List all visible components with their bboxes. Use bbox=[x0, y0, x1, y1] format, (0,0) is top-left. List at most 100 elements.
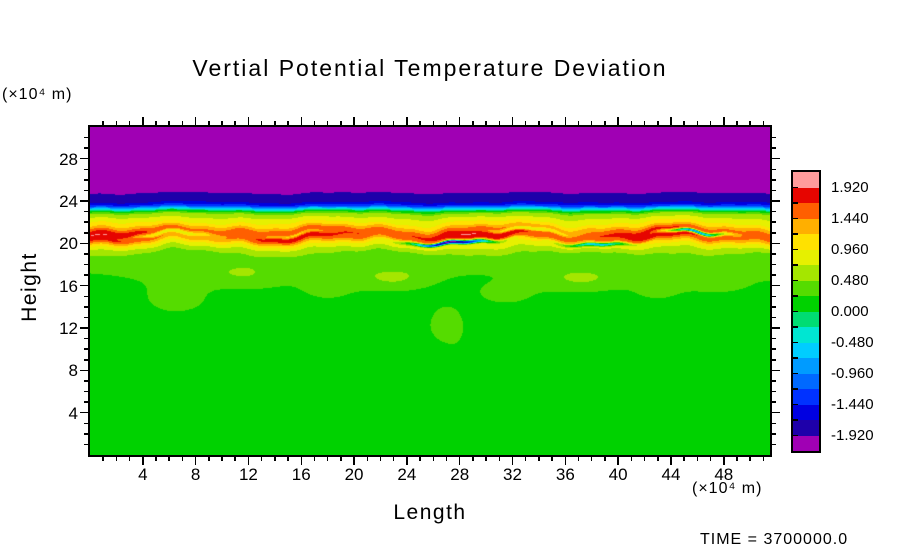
colorbar-tick bbox=[793, 279, 798, 282]
x-axis-tick bbox=[115, 457, 118, 461]
x-axis-tick bbox=[564, 117, 567, 125]
y-axis-unit-label: (×10⁴ m) bbox=[2, 86, 73, 103]
x-axis-tick bbox=[313, 457, 316, 461]
x-axis-tick bbox=[221, 457, 223, 461]
colorbar-segment bbox=[793, 404, 819, 420]
colorbar-segment bbox=[793, 218, 819, 234]
y-axis-tick bbox=[772, 157, 780, 160]
plot-frame bbox=[88, 125, 772, 457]
x-axis-tick bbox=[524, 457, 527, 461]
y-axis-tick bbox=[772, 136, 776, 139]
y-tick-label: 24 bbox=[59, 192, 78, 212]
y-axis-tick bbox=[772, 263, 776, 266]
y-axis-tick bbox=[772, 337, 776, 340]
colorbar-tick bbox=[793, 217, 798, 220]
colorbar-tick bbox=[793, 310, 798, 313]
colorbar: 1.920 1.440 0.960 0.480 0.000 -0.480 -0.960 -1.… bbox=[791, 170, 874, 453]
colorbar-segment bbox=[793, 234, 819, 250]
x-tick-label: 8 bbox=[190, 465, 201, 484]
y-axis-tick bbox=[772, 369, 780, 372]
x-axis-tick bbox=[194, 117, 197, 125]
x-axis-tick bbox=[142, 117, 144, 125]
y-axis-tick bbox=[772, 433, 776, 435]
x-axis-tick bbox=[168, 457, 170, 461]
colorbar-tick-label: 1.440 bbox=[831, 209, 869, 227]
x-axis-tick bbox=[736, 457, 738, 461]
x-axis-tick bbox=[657, 457, 659, 461]
x-axis-tick bbox=[445, 457, 448, 461]
y-axis-tick bbox=[772, 274, 776, 276]
x-axis-tick bbox=[670, 117, 672, 125]
y-axis-tick bbox=[772, 348, 776, 350]
colorbar-segment bbox=[793, 249, 819, 265]
x-axis-tick bbox=[155, 457, 157, 461]
colorbar-segment bbox=[793, 373, 819, 389]
x-axis-tick bbox=[630, 457, 633, 461]
chart-title: Vertial Potential Temperature Deviation bbox=[192, 55, 668, 81]
colorbar-tick bbox=[793, 326, 798, 328]
x-axis-tick bbox=[194, 457, 197, 465]
y-axis-tick bbox=[772, 443, 776, 446]
colorbar-tick bbox=[793, 388, 798, 390]
x-axis-tick bbox=[406, 117, 408, 125]
y-tick-label: 28 bbox=[59, 149, 78, 169]
x-tick-label: 24 bbox=[397, 465, 417, 484]
x-tick-label: 40 bbox=[608, 465, 628, 484]
x-axis-tick bbox=[419, 457, 421, 461]
y-axis-tick bbox=[772, 295, 776, 298]
y-axis-tick bbox=[772, 316, 776, 319]
x-axis-tick bbox=[617, 457, 619, 465]
y-axis-tick bbox=[772, 189, 776, 192]
heatmap-canvas bbox=[90, 127, 770, 455]
x-tick-label: 20 bbox=[344, 465, 364, 484]
y-axis-tick bbox=[80, 284, 88, 287]
y-axis-tick bbox=[772, 284, 780, 287]
y-axis-tick bbox=[772, 147, 776, 149]
x-axis-tick bbox=[590, 457, 593, 461]
x-axis-tick bbox=[498, 457, 501, 461]
x-axis-tick bbox=[247, 117, 250, 125]
x-axis-tick bbox=[538, 457, 540, 461]
y-axis-tick bbox=[80, 327, 88, 329]
colorbar-tick-label: 0.480 bbox=[831, 271, 869, 289]
colorbar-tick-label: -1.920 bbox=[831, 426, 874, 444]
colorbar-segment bbox=[793, 265, 819, 281]
colorbar-tick-label: 1.920 bbox=[831, 178, 869, 196]
y-axis-tick bbox=[772, 221, 776, 223]
x-axis-tick bbox=[234, 457, 236, 461]
x-axis-tick bbox=[208, 457, 210, 461]
x-axis-label: Length bbox=[393, 501, 467, 524]
y-axis-label: Height bbox=[18, 252, 41, 322]
x-axis-tick bbox=[723, 117, 725, 125]
x-axis-tick bbox=[432, 457, 435, 461]
colorbar-segment bbox=[793, 435, 819, 451]
x-tick-label: 28 bbox=[450, 465, 470, 484]
x-axis-tick bbox=[472, 457, 474, 461]
colorbar-tick-label: -0.960 bbox=[831, 364, 874, 382]
x-tick-label: 4 bbox=[138, 465, 148, 484]
x-axis-tick bbox=[326, 457, 329, 461]
x-tick-label: 44 bbox=[661, 465, 681, 484]
colorbar-segment bbox=[793, 358, 819, 374]
y-axis-tick bbox=[772, 242, 780, 245]
y-tick-label: 12 bbox=[59, 319, 78, 339]
colorbar-tick-label: 0.000 bbox=[831, 302, 869, 320]
x-axis-tick bbox=[260, 457, 263, 461]
x-axis-tick bbox=[683, 457, 685, 461]
y-axis-tick bbox=[772, 422, 776, 424]
x-axis-tick bbox=[458, 117, 461, 125]
x-axis-tick bbox=[353, 117, 355, 125]
colorbar-segment bbox=[793, 311, 819, 327]
colorbar-tick-label: -1.440 bbox=[831, 395, 874, 413]
x-axis-tick bbox=[617, 117, 619, 125]
colorbar-segment bbox=[793, 280, 819, 296]
x-axis-tick bbox=[696, 457, 699, 461]
x-axis-tick bbox=[485, 457, 487, 461]
x-axis-tick bbox=[274, 457, 276, 461]
colorbar-tick-label: -0.480 bbox=[831, 333, 874, 351]
colorbar-segment bbox=[793, 342, 819, 358]
y-axis-tick bbox=[772, 380, 776, 382]
colorbar-bar bbox=[791, 170, 821, 453]
y-axis-tick bbox=[772, 390, 776, 393]
